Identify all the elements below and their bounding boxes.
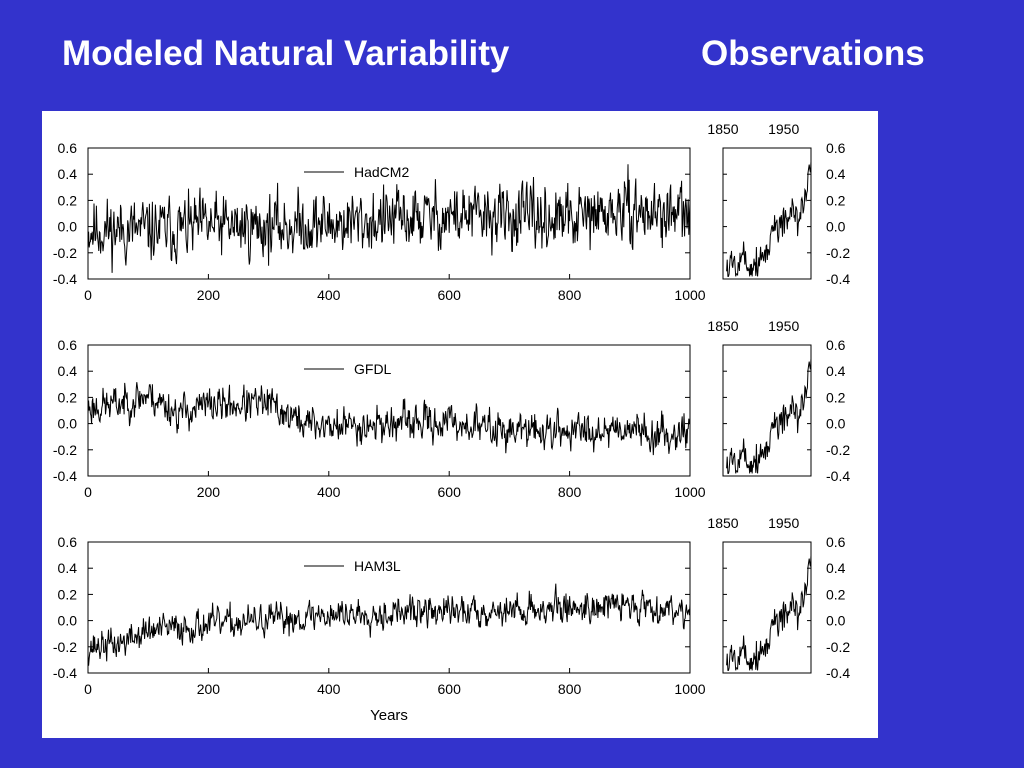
chart-row-2: -0.4 -0.2 0.0 0.2 0.4 0.6 0 200 400 600 800 1000 GFD… <box>53 318 850 500</box>
y-tick-label: 0.0 <box>58 613 78 629</box>
x-tick-label: 400 <box>317 484 341 500</box>
x-tick-label: 200 <box>197 681 221 697</box>
y-tick-label: 0.6 <box>58 534 78 550</box>
obs-y-tick-label: 0.0 <box>826 613 846 629</box>
chart-row-3: -0.4 -0.2 0.0 0.2 0.4 0.6 0 200 400 600 800 1000 HAM… <box>53 515 850 697</box>
x-tick-label: 600 <box>438 484 462 500</box>
obs-y-tick-label: -0.4 <box>826 271 850 287</box>
x-tick-label: 600 <box>438 681 462 697</box>
x-tick-label: 800 <box>558 287 582 303</box>
x-tick-label: 0 <box>84 681 92 697</box>
obs-y-tick-label: 0.6 <box>826 337 846 353</box>
plot-frame <box>87 147 691 280</box>
obs-frame <box>722 541 812 674</box>
obs-y-tick-label: -0.2 <box>826 639 850 655</box>
figure-svg: -0.4 -0.2 0.0 0.2 0.4 0.6 0 200 400 600 800 1000 Had… <box>53 121 850 724</box>
x-tick-label: 400 <box>317 681 341 697</box>
obs-series-line <box>726 358 812 474</box>
y-tick-label: -0.4 <box>53 468 77 484</box>
y-tick-label: -0.2 <box>53 639 77 655</box>
figure-panel: -0.4 -0.2 0.0 0.2 0.4 0.6 0 200 400 600 800 1000 Had… <box>42 111 878 738</box>
legend-label: HadCM2 <box>354 164 409 180</box>
obs-y-tick-label: -0.4 <box>826 665 850 681</box>
series-line-gfdl <box>87 382 691 456</box>
x-tick-label: 800 <box>558 681 582 697</box>
x-tick-label: 400 <box>317 287 341 303</box>
obs-y-tick-label: -0.2 <box>826 442 850 458</box>
x-tick-label: 200 <box>197 484 221 500</box>
y-tick-label: 0.6 <box>58 337 78 353</box>
slide-title-left: Modeled Natural Variability <box>62 34 510 73</box>
x-tick-label: 0 <box>84 287 92 303</box>
obs-top-tick-label: 1850 <box>707 121 738 137</box>
observations-panel: -0.4 -0.2 0.0 0.2 0.4 0.6 1850 1950 <box>707 515 850 681</box>
series-line-ham3l <box>87 583 691 666</box>
obs-y-tick-label: 0.6 <box>826 534 846 550</box>
x-tick-label: 0 <box>84 484 92 500</box>
obs-y-tick-label: -0.4 <box>826 468 850 484</box>
y-tick-label: 0.0 <box>58 219 78 235</box>
obs-y-tick-label: 0.2 <box>826 586 846 602</box>
y-tick-label: -0.4 <box>53 271 77 287</box>
x-axis-label: Years <box>370 707 408 724</box>
obs-y-tick-label: 0.0 <box>826 416 846 432</box>
obs-top-tick-label: 1850 <box>707 318 738 334</box>
y-tick-label: -0.4 <box>53 665 77 681</box>
obs-y-tick-label: 0.6 <box>826 140 846 156</box>
x-tick-label: 1000 <box>674 484 705 500</box>
x-tick-label: 800 <box>558 484 582 500</box>
y-tick-label: 0.4 <box>58 166 78 182</box>
obs-top-tick-label: 1950 <box>768 515 799 531</box>
y-tick-label: 0.2 <box>58 192 78 208</box>
x-tick-label: 1000 <box>674 681 705 697</box>
legend-label: GFDL <box>354 361 392 377</box>
x-tick-label: 1000 <box>674 287 705 303</box>
x-tick-label: 600 <box>438 287 462 303</box>
obs-top-tick-label: 1850 <box>707 515 738 531</box>
chart-row-1: -0.4 -0.2 0.0 0.2 0.4 0.6 0 200 400 600 800 1000 Had… <box>53 121 850 303</box>
obs-top-tick-label: 1950 <box>768 121 799 137</box>
obs-y-tick-label: -0.2 <box>826 245 850 261</box>
obs-y-tick-label: 0.2 <box>826 192 846 208</box>
obs-y-tick-label: 0.4 <box>826 166 846 182</box>
obs-top-tick-label: 1950 <box>768 318 799 334</box>
observations-panel: -0.4 -0.2 0.0 0.2 0.4 0.6 1850 1950 <box>707 318 850 484</box>
slide-title-right: Observations <box>701 34 925 73</box>
obs-frame <box>722 147 812 280</box>
obs-y-tick-label: 0.4 <box>826 363 846 379</box>
y-tick-label: 0.2 <box>58 586 78 602</box>
y-tick-label: 0.4 <box>58 560 78 576</box>
series-line-hadcm2 <box>87 164 691 273</box>
obs-series-line <box>726 161 812 277</box>
y-tick-label: 0.6 <box>58 140 78 156</box>
y-tick-label: 0.2 <box>58 389 78 405</box>
obs-frame <box>722 344 812 477</box>
y-tick-label: -0.2 <box>53 442 77 458</box>
legend-label: HAM3L <box>354 558 401 574</box>
obs-y-tick-label: 0.0 <box>826 219 846 235</box>
y-tick-label: 0.4 <box>58 363 78 379</box>
y-tick-label: -0.2 <box>53 245 77 261</box>
obs-series-line <box>726 555 812 671</box>
observations-panel: -0.4 -0.2 0.0 0.2 0.4 0.6 1850 1950 <box>707 121 850 287</box>
y-tick-label: 0.0 <box>58 416 78 432</box>
x-tick-label: 200 <box>197 287 221 303</box>
obs-y-tick-label: 0.4 <box>826 560 846 576</box>
obs-y-tick-label: 0.2 <box>826 389 846 405</box>
